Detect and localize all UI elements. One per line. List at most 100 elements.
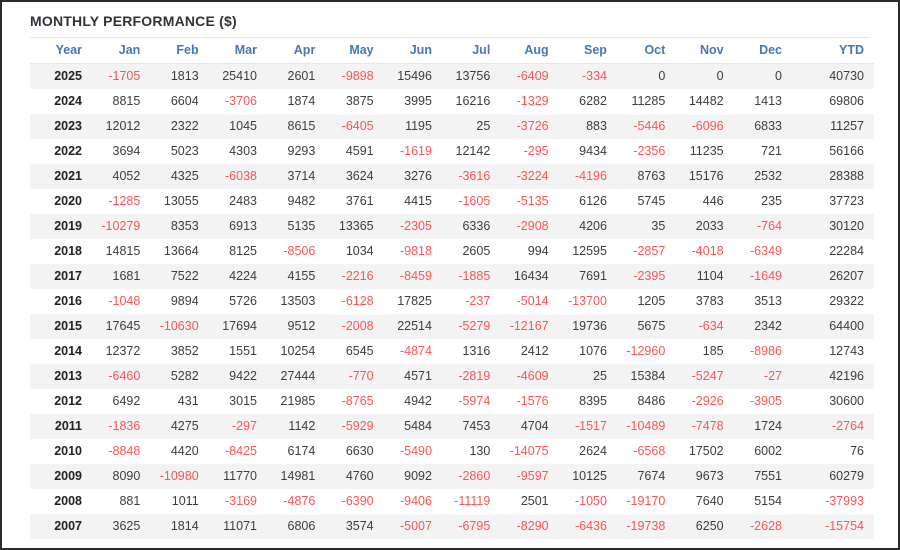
value-cell: 12595 xyxy=(572,244,607,258)
value-cell: -1885 xyxy=(458,269,491,283)
year-cell: 2007 xyxy=(54,519,82,533)
column-header-ytd: YTD xyxy=(792,38,874,64)
value-cell: -19170 xyxy=(626,494,666,508)
table-row-2007: 2007 3625 1814 11071 6806 3574 -5007 -6795 -8290… xyxy=(30,514,874,539)
column-header-jul: Jul xyxy=(441,38,501,64)
value-cell: 4325 xyxy=(170,169,199,183)
value-cell: -12960 xyxy=(626,344,666,358)
value-cell: 14482 xyxy=(688,94,724,108)
value-cell: 1681 xyxy=(112,269,141,283)
value-cell: -2216 xyxy=(341,269,374,283)
value-cell: -297 xyxy=(231,419,257,433)
value-cell: 27444 xyxy=(280,369,316,383)
value-cell: 4571 xyxy=(404,369,432,383)
value-cell: 1724 xyxy=(754,419,782,433)
column-header-oct: Oct xyxy=(616,38,676,64)
value-cell: 11770 xyxy=(223,469,257,483)
column-header-year: Year xyxy=(30,38,92,64)
value-cell: 25410 xyxy=(222,69,257,83)
year-cell: 2025 xyxy=(54,69,82,83)
column-header-mar: Mar xyxy=(208,38,267,64)
value-cell: 3761 xyxy=(345,194,374,208)
year-cell: 2015 xyxy=(54,319,82,333)
table-head: Year Jan Feb Mar Apr May Jun Jul Aug Sep Oct Nov Dec… xyxy=(30,38,874,64)
value-cell: -1285 xyxy=(108,194,141,208)
table-row-2016: 2016 -1048 9894 5726 13503 -6128 17825 -237 -501… xyxy=(30,289,874,314)
value-cell: 3714 xyxy=(287,169,316,183)
year-cell: 2022 xyxy=(54,144,82,158)
year-cell: 2016 xyxy=(54,294,82,308)
column-header-may: May xyxy=(325,38,384,64)
value-cell: 25 xyxy=(476,119,491,133)
value-cell: 60279 xyxy=(829,469,864,483)
value-cell: 185 xyxy=(702,344,724,358)
value-cell: 7551 xyxy=(754,469,782,483)
value-cell: 35 xyxy=(651,219,666,233)
value-cell: 2624 xyxy=(579,444,607,458)
value-cell: 8763 xyxy=(637,169,666,183)
value-cell: 19736 xyxy=(572,319,607,333)
value-cell: -2764 xyxy=(832,419,864,433)
value-cell: 4760 xyxy=(345,469,374,483)
value-cell: 6604 xyxy=(170,94,199,108)
value-cell: 2483 xyxy=(229,194,257,208)
value-cell: 76 xyxy=(850,444,864,458)
value-cell: 13365 xyxy=(338,219,374,233)
value-cell: -5247 xyxy=(691,369,724,383)
value-cell: 9894 xyxy=(170,294,199,308)
value-cell: 9512 xyxy=(287,319,316,333)
column-header-feb: Feb xyxy=(150,38,209,64)
value-cell: 37723 xyxy=(829,194,864,208)
value-cell: 2601 xyxy=(287,69,316,83)
column-header-jan: Jan xyxy=(92,38,151,64)
value-cell: 7674 xyxy=(637,469,666,483)
value-cell: -8459 xyxy=(399,269,432,283)
value-cell: 29322 xyxy=(829,294,864,308)
value-cell: -6795 xyxy=(458,519,491,533)
year-cell: 2021 xyxy=(54,169,82,183)
value-cell: -2628 xyxy=(750,519,782,533)
value-cell: -1649 xyxy=(750,269,782,283)
value-cell: -3726 xyxy=(516,119,549,133)
value-cell: 8615 xyxy=(287,119,316,133)
column-header-sep: Sep xyxy=(558,38,617,64)
value-cell: 6126 xyxy=(579,194,607,208)
value-cell: 3875 xyxy=(345,94,374,108)
table-row-2014: 2014 12372 3852 1551 10254 6545 -4874 1316 2412 1… xyxy=(30,339,874,364)
value-cell: 1814 xyxy=(170,519,199,533)
value-cell: 0 xyxy=(658,69,666,83)
value-cell: -9406 xyxy=(399,494,432,508)
value-cell: 9422 xyxy=(229,369,257,383)
column-header-nov: Nov xyxy=(675,38,734,64)
value-cell: 130 xyxy=(469,444,491,458)
value-cell: -4876 xyxy=(283,494,316,508)
table-header-row: Year Jan Feb Mar Apr May Jun Jul Aug Sep Oct Nov Dec… xyxy=(30,38,874,64)
value-cell: 12012 xyxy=(105,119,141,133)
value-cell: -237 xyxy=(465,294,491,308)
value-cell: -3169 xyxy=(225,494,257,508)
table-row-2017: 2017 1681 7522 4224 4155 -2216 -8459 -1885 16434… xyxy=(30,264,874,289)
value-cell: 1011 xyxy=(171,494,199,508)
value-cell: 7522 xyxy=(170,269,199,283)
table-row-2022: 2022 3694 5023 4303 9293 4591 -1619 12142 -295 94… xyxy=(30,139,874,164)
value-cell: -2395 xyxy=(633,269,666,283)
value-cell: 10254 xyxy=(280,344,316,358)
value-cell: 5282 xyxy=(170,369,199,383)
value-cell: -5135 xyxy=(516,194,549,208)
value-cell: 13756 xyxy=(455,69,491,83)
column-header-aug: Aug xyxy=(500,38,559,64)
value-cell: -2857 xyxy=(633,244,666,258)
value-cell: -5446 xyxy=(633,119,666,133)
value-cell: 8815 xyxy=(112,94,141,108)
value-cell: 9092 xyxy=(404,469,432,483)
value-cell: 5484 xyxy=(404,419,432,433)
value-cell: 1104 xyxy=(696,269,724,283)
value-cell: 14981 xyxy=(280,469,316,483)
value-cell: 6250 xyxy=(695,519,724,533)
value-cell: 7453 xyxy=(462,419,491,433)
value-cell: -2819 xyxy=(458,369,491,383)
value-cell: 3995 xyxy=(404,94,432,108)
value-cell: -6128 xyxy=(341,294,374,308)
value-cell: 1076 xyxy=(579,344,607,358)
value-cell: 883 xyxy=(586,119,607,133)
